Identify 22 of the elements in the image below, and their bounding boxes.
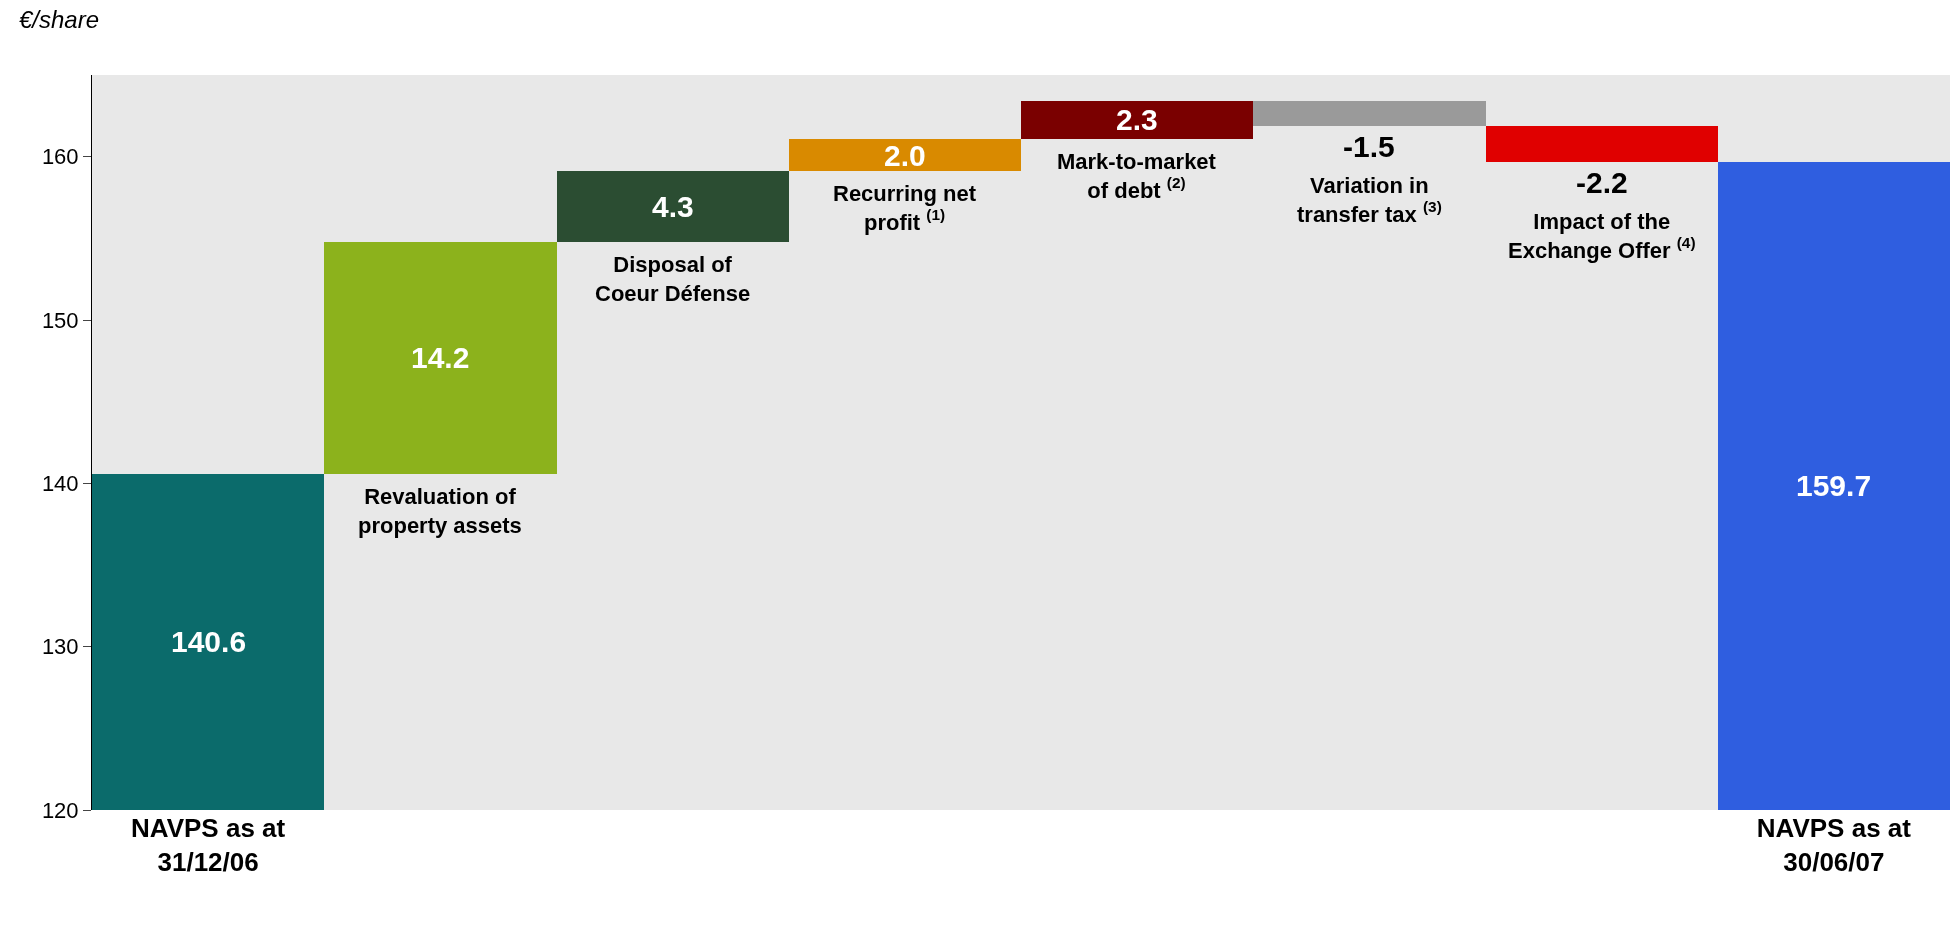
y-tick-label: 160: [41, 144, 79, 170]
x-tick-label: Variation in transfer tax $^{(3)}$: [1297, 173, 1442, 227]
y-axis-title: €/share: [19, 6, 100, 33]
y-tick-label: 130: [41, 634, 79, 660]
x-tick-label: Mark-to-market of debt $^{(2)}$: [1057, 149, 1217, 203]
y-tick-label: 140: [41, 471, 79, 497]
data-label: 2.0: [884, 139, 926, 172]
data-label: -2.2: [1576, 166, 1628, 199]
y-tick-label: 150: [41, 307, 79, 333]
x-tick-label: NAVPS as at 30/06/07: [1756, 813, 1912, 877]
data-label: 159.7: [1796, 469, 1872, 502]
x-tick-label: Disposal of Coeur Défense: [595, 252, 751, 306]
data-label: 14.2: [411, 341, 470, 374]
data-label: 2.3: [1116, 103, 1158, 136]
data-label: 140.6: [171, 625, 247, 658]
data-label: -1.5: [1343, 130, 1395, 163]
x-tick-label: Recurring net profit $^{(1)}$: [833, 181, 977, 235]
x-tick-label: Revaluation of property assets: [358, 484, 522, 538]
x-tick-label: Impact of the Exchange Offer $^{(4)}$: [1508, 209, 1696, 263]
data-label: 4.3: [652, 190, 694, 223]
x-tick-label: NAVPS as at 31/12/06: [131, 813, 286, 877]
y-tick-label: 120: [41, 797, 79, 823]
